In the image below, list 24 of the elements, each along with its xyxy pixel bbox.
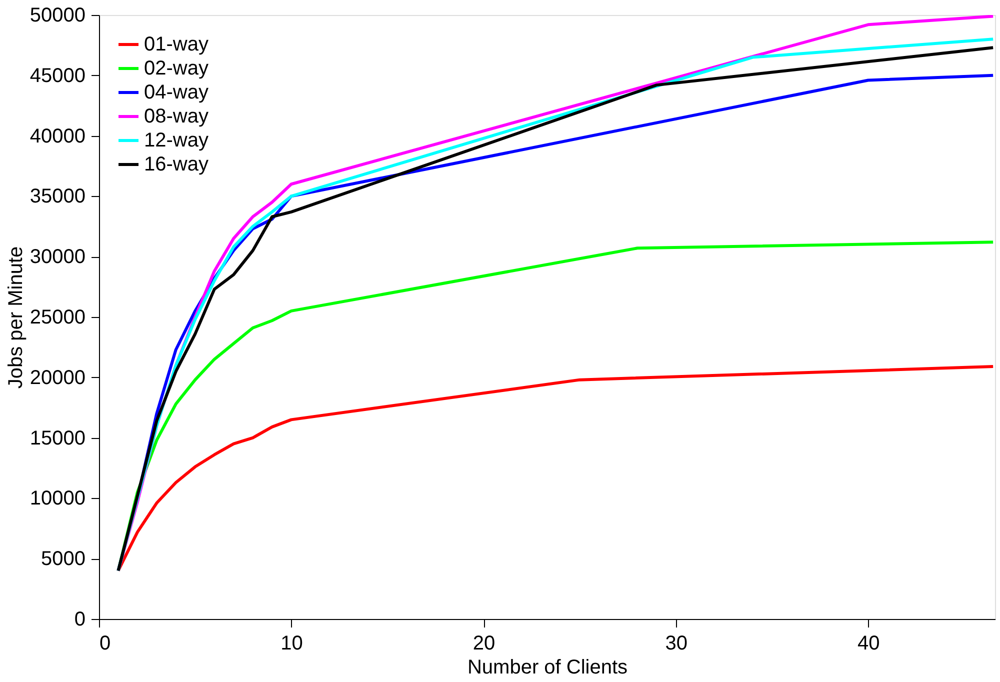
legend-label: 16-way bbox=[144, 154, 208, 176]
y-tick-label: 15000 bbox=[30, 427, 86, 450]
y-tick-label: 0 bbox=[74, 608, 86, 630]
y-tick-label: 25000 bbox=[30, 306, 86, 328]
y-tick-label: 20000 bbox=[30, 366, 86, 389]
x-tick-label: 30 bbox=[665, 632, 688, 654]
y-tick-label: 10000 bbox=[30, 488, 86, 510]
y-tick-label: 50000 bbox=[30, 4, 86, 26]
x-tick-label: 40 bbox=[857, 632, 880, 654]
legend-label: 01-way bbox=[144, 34, 208, 56]
y-tick-label: 5000 bbox=[41, 548, 86, 570]
legend-label: 12-way bbox=[144, 130, 208, 152]
x-tick-label: 0 bbox=[100, 632, 111, 654]
y-tick-label: 35000 bbox=[30, 186, 86, 208]
y-tick-label: 30000 bbox=[30, 246, 86, 268]
legend-label: 08-way bbox=[144, 106, 208, 128]
legend-label: 04-way bbox=[144, 82, 208, 104]
y-axis-title: Jobs per Minute bbox=[4, 246, 27, 389]
x-tick-label: 10 bbox=[280, 632, 303, 654]
y-tick-label: 45000 bbox=[30, 64, 86, 87]
legend-label: 02-way bbox=[144, 58, 208, 80]
x-tick-label: 20 bbox=[472, 632, 496, 654]
y-tick-label: 40000 bbox=[30, 125, 86, 148]
x-axis-title: Number of Clients bbox=[467, 656, 628, 678]
